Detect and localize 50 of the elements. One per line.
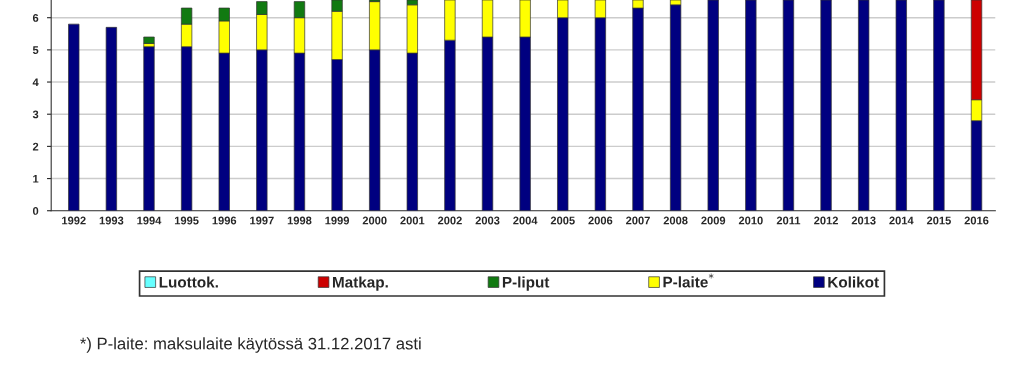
y-tick-label: 4 [32,78,39,87]
x-tick-label: 1993 [99,216,124,225]
x-tick-label: 2005 [550,216,575,225]
x-tick-label: 2003 [475,216,500,225]
x-tick-label: 1992 [62,216,86,225]
y-tick-label: 6 [32,13,39,22]
x-tick-label: 1997 [250,216,274,225]
y-tick-label: 5 [32,46,39,54]
x-tick-label: 2010 [738,216,763,225]
x-tick-label: 2016 [964,216,989,225]
x-tick-label: 2011 [776,216,801,225]
x-tick-label: 1999 [325,216,350,225]
legend-label: Luottok. [159,276,218,288]
y-tick-label: 3 [32,110,39,119]
x-tick-label: 2008 [663,216,688,225]
legend-label: Matkap. [332,276,388,291]
x-tick-label: 1994 [137,216,162,225]
x-tick-label: 2012 [814,216,838,225]
bar [745,0,757,211]
bar [68,23,80,211]
bar [782,0,795,211]
bar [143,46,155,211]
bar [669,4,682,211]
legend-label: P-laite$^{*}$ [663,273,714,288]
x-tick-label: 1995 [174,216,199,225]
y-tick-label: 2 [32,142,39,151]
x-tick-label: 1998 [287,216,312,225]
legend-label: P-liput [502,276,550,291]
x-tick-label: 2002 [437,216,462,225]
x-tick-label: 2009 [701,216,726,225]
x-tick-label: 2006 [588,216,613,225]
y-tick-label: 0 [32,207,39,215]
bar [820,0,832,211]
bar [143,36,155,44]
bar [105,27,117,211]
x-tick-label: 2007 [626,216,650,225]
legend-label: Kolikot [828,276,879,288]
text: *) P-laite: maksulaite käytössä 31.12.2017 asti [80,337,421,353]
bar [858,0,870,211]
x-tick-label: 2015 [926,216,951,225]
bar [895,0,907,211]
x-tick-label: 2000 [362,216,387,225]
x-tick-label: 2013 [851,216,876,225]
x-tick-label: 2004 [513,216,538,225]
bar [707,0,719,211]
y-tick-label: 1 [33,174,39,183]
x-tick-label: 2014 [889,216,914,225]
x-tick-label: 1996 [212,216,237,225]
x-tick-label: 2001 [400,216,425,225]
bar [933,0,945,211]
